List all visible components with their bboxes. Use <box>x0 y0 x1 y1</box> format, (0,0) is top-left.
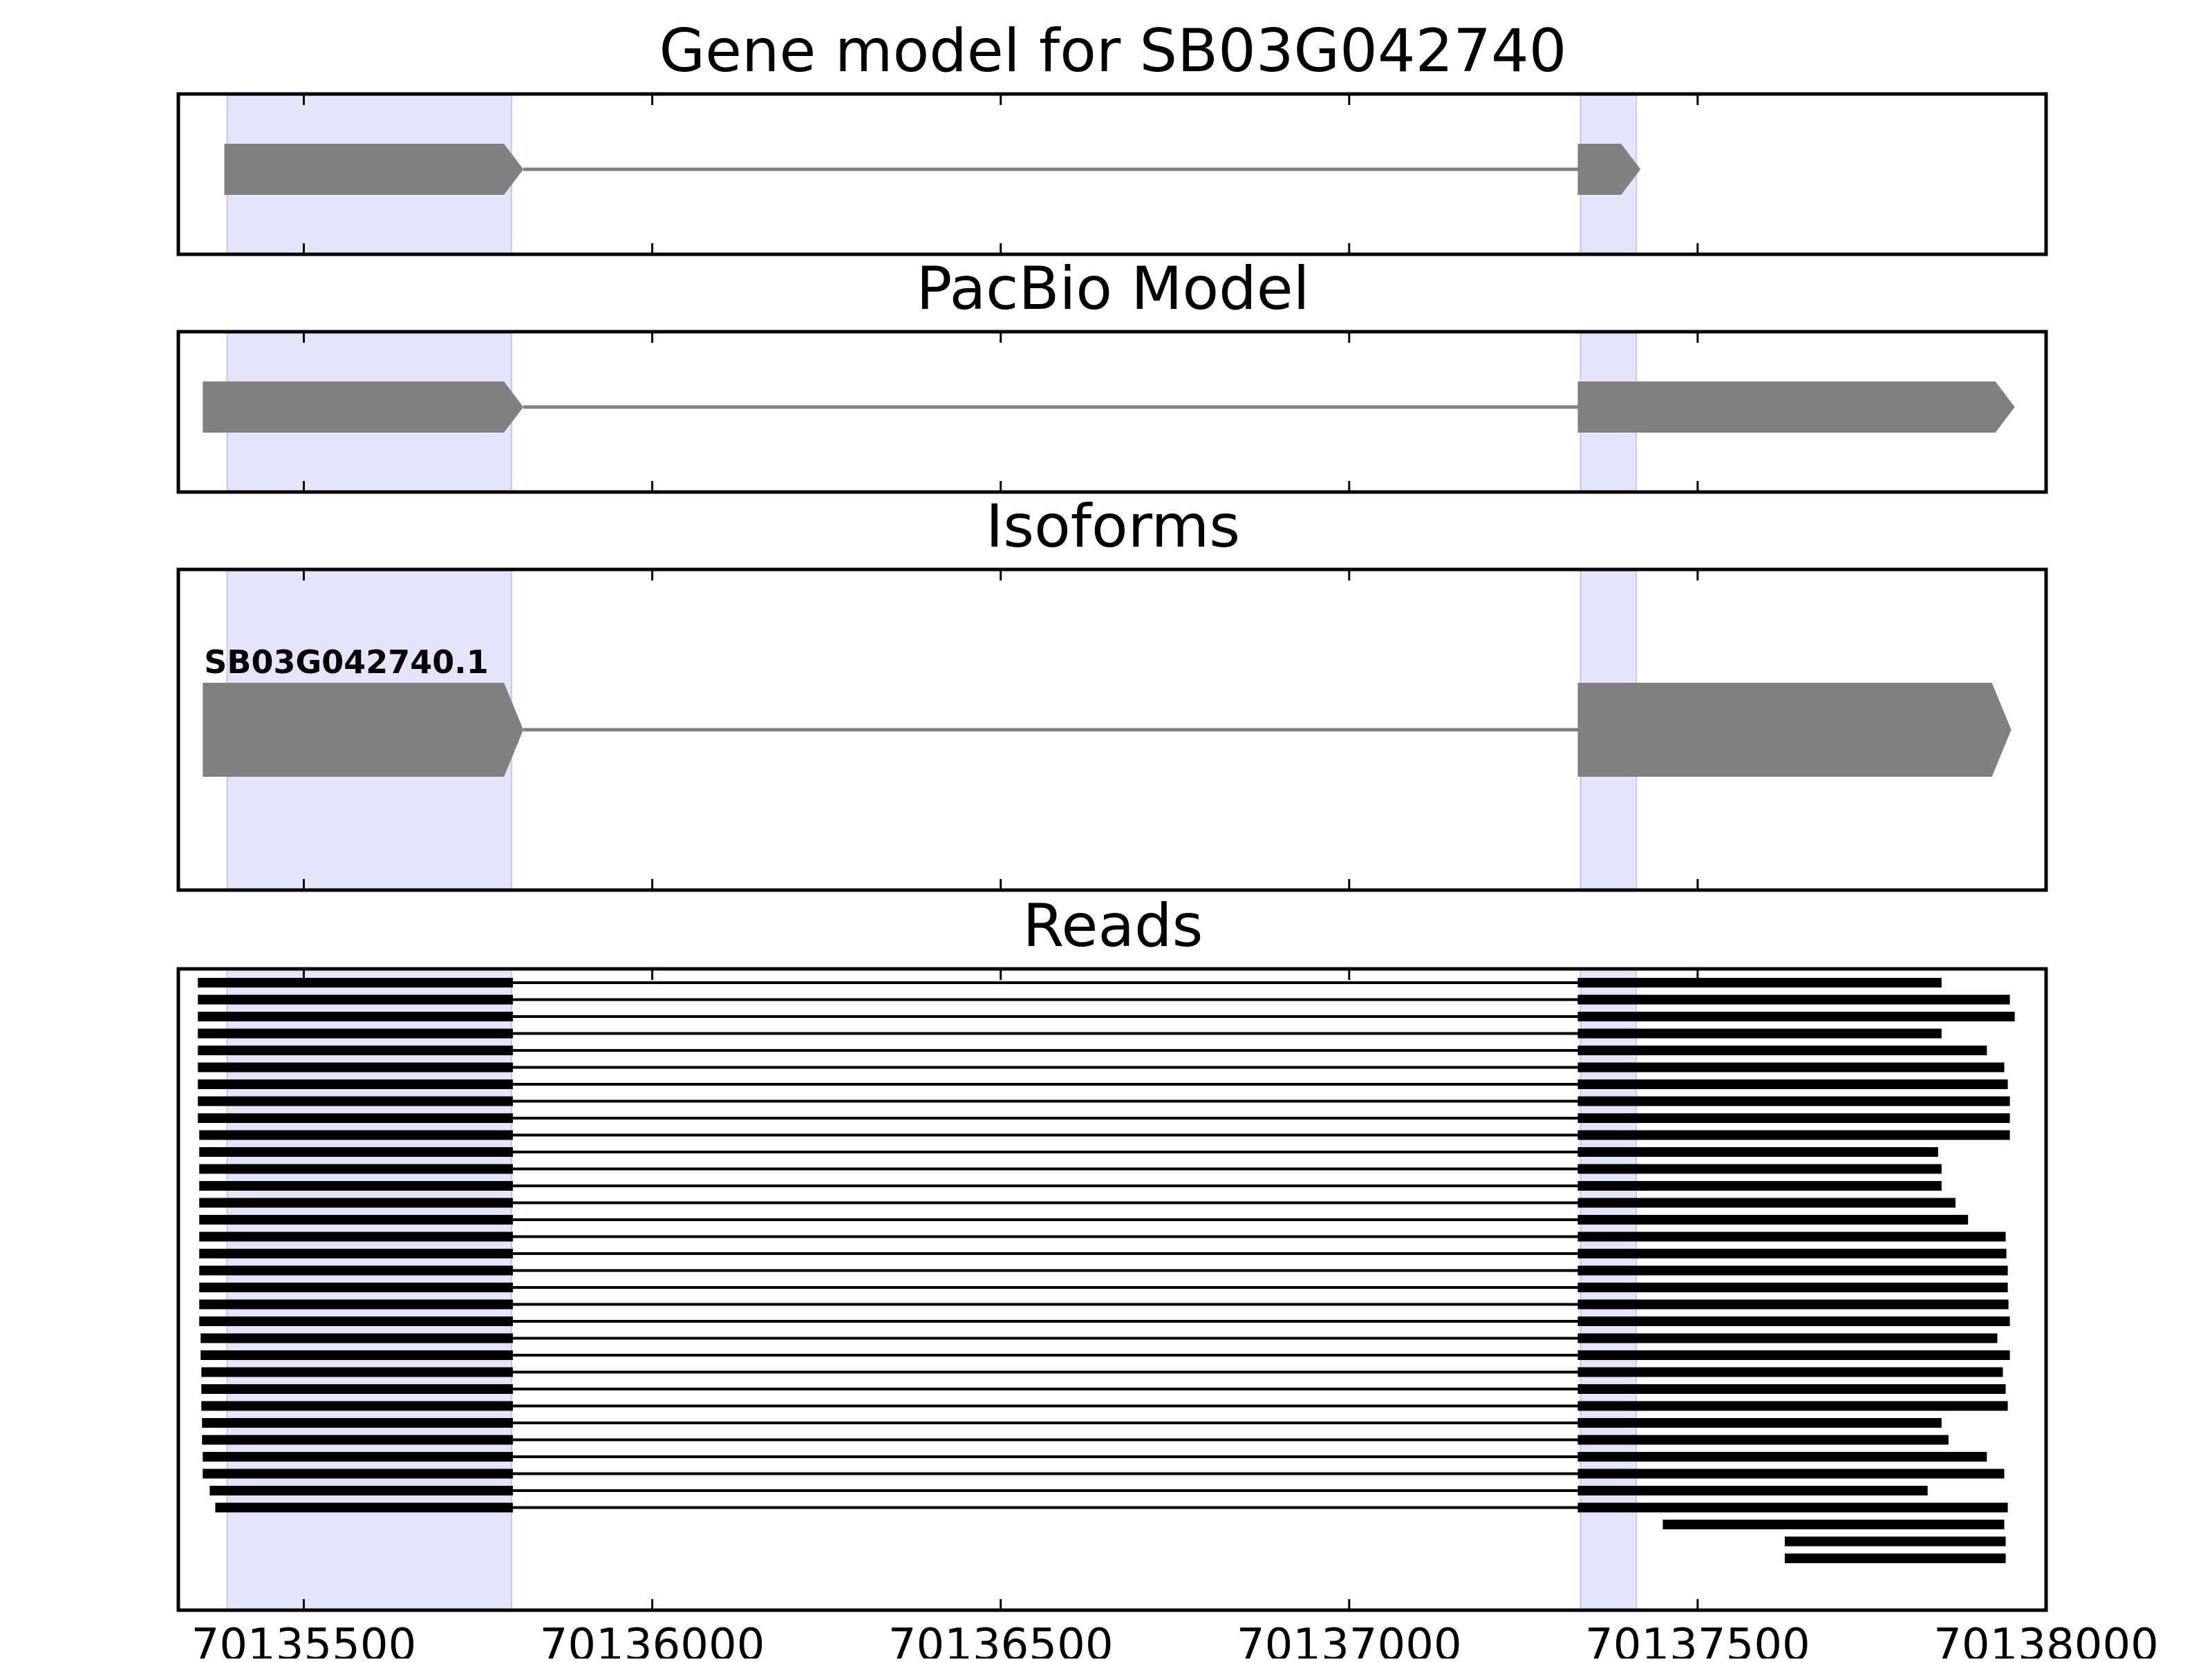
read-exon <box>1577 1401 2008 1411</box>
read-exon <box>1577 1418 1942 1428</box>
read-exon <box>1577 1181 1942 1191</box>
read-exon <box>198 1079 513 1089</box>
panel-title-gene-model: Gene model for SB03G042740 <box>659 17 1567 86</box>
read-exon <box>1577 1198 1956 1208</box>
read-exon <box>200 1333 513 1343</box>
exon-block <box>203 381 524 433</box>
x-tick-label: 70137500 <box>1585 1620 1810 1659</box>
read-exon <box>199 1181 513 1191</box>
read-exon <box>198 1113 513 1123</box>
read-exon <box>199 1130 513 1140</box>
read-exon <box>198 1046 513 1055</box>
read-exon <box>1577 1452 1987 1462</box>
panel-title-isoforms: Isoforms <box>986 492 1240 561</box>
read-exon <box>1577 1130 2010 1140</box>
read-exon <box>1577 1316 2010 1326</box>
panel-frame-gene-model <box>176 92 2048 256</box>
x-tick-label: 70137000 <box>1237 1620 1462 1659</box>
x-tick-label: 70136000 <box>540 1620 765 1659</box>
x-tick-label: 70135500 <box>191 1620 417 1659</box>
read-exon <box>1577 1435 1949 1445</box>
read-exon <box>199 1265 513 1276</box>
panel-gene-model: Gene model for SB03G042740 <box>176 17 2048 256</box>
read-exon <box>198 994 513 1005</box>
read-exon <box>1577 1164 1942 1174</box>
read-exon <box>1577 1265 2008 1276</box>
read-exon <box>203 1469 513 1479</box>
read-exon <box>201 1401 513 1411</box>
read-exon <box>1577 1299 2009 1310</box>
read-exon <box>199 1198 513 1208</box>
read-exon <box>1577 1113 2010 1123</box>
read-exon <box>1577 1079 2008 1089</box>
isoform-label: SB03G042740.1 <box>204 643 488 681</box>
exon-block <box>1577 144 1641 195</box>
read-exon <box>1577 1062 2005 1073</box>
read-exon <box>1577 1249 2007 1258</box>
read-exon <box>1577 1231 2006 1242</box>
read-exon <box>201 1367 513 1377</box>
read-exon <box>1577 1012 2015 1021</box>
read-exon <box>1662 1520 2005 1529</box>
read-exon <box>1784 1554 2006 1563</box>
read-exon <box>1577 1350 2010 1360</box>
read-exon <box>203 1452 513 1462</box>
panel-reads: Reads <box>176 891 2048 1612</box>
panel-frame-isoforms <box>176 567 2048 892</box>
read-exon <box>198 1012 513 1021</box>
read-exon <box>215 1502 513 1513</box>
panel-isoforms: Isoforms SB03G042740.1 <box>176 492 2048 892</box>
read-exon <box>1577 1096 2010 1106</box>
panel-title-pacbio-model: PacBio Model <box>916 254 1309 323</box>
read-exon <box>1577 1469 2005 1479</box>
read-exon <box>199 1283 513 1292</box>
read-exon <box>209 1486 513 1495</box>
read-exon <box>1577 1215 1969 1225</box>
read-exon <box>198 1062 513 1073</box>
read-exon <box>201 1384 513 1394</box>
read-exon <box>199 1299 513 1310</box>
x-tick-label: 70138000 <box>1933 1620 2159 1659</box>
read-exon <box>200 1350 513 1360</box>
read-exon <box>1577 1046 1987 1055</box>
panel-frame-reads <box>176 967 2048 1612</box>
read-exon <box>1577 1486 1928 1495</box>
panel-title-reads: Reads <box>1023 891 1203 961</box>
read-exon <box>199 1164 513 1174</box>
x-axis-tick-labels: 70135500 70136000 70136500 70137000 70137500… <box>191 1620 2159 1662</box>
exon-block <box>203 683 524 777</box>
panel-frame-pacbio-model <box>176 330 2048 494</box>
read-exon <box>198 1028 513 1039</box>
read-exon <box>1577 1333 1998 1343</box>
panel-pacbio-model: PacBio Model <box>176 254 2048 494</box>
read-exon <box>199 1147 513 1157</box>
read-exon <box>1577 994 2010 1005</box>
read-exon <box>1577 1502 2008 1513</box>
read-exon <box>202 1418 513 1428</box>
read-exon <box>198 1096 513 1106</box>
exon-block <box>1577 381 2015 433</box>
read-exon <box>1577 1384 2006 1394</box>
read-exon <box>1577 1028 1942 1039</box>
exon-block <box>224 144 524 195</box>
read-exon <box>198 978 513 988</box>
read-exon <box>199 1316 513 1326</box>
read-exon <box>202 1435 513 1445</box>
read-exon <box>1577 1367 2003 1377</box>
read-exon <box>199 1249 513 1258</box>
read-exon <box>1784 1536 2006 1547</box>
read-exon <box>199 1231 513 1242</box>
read-exon <box>1577 978 1942 988</box>
read-exon <box>199 1215 513 1225</box>
read-exon <box>1577 1147 1938 1157</box>
x-tick-label: 70136500 <box>888 1620 1114 1659</box>
exon-block <box>1577 683 2012 777</box>
read-exon <box>1577 1283 2008 1292</box>
